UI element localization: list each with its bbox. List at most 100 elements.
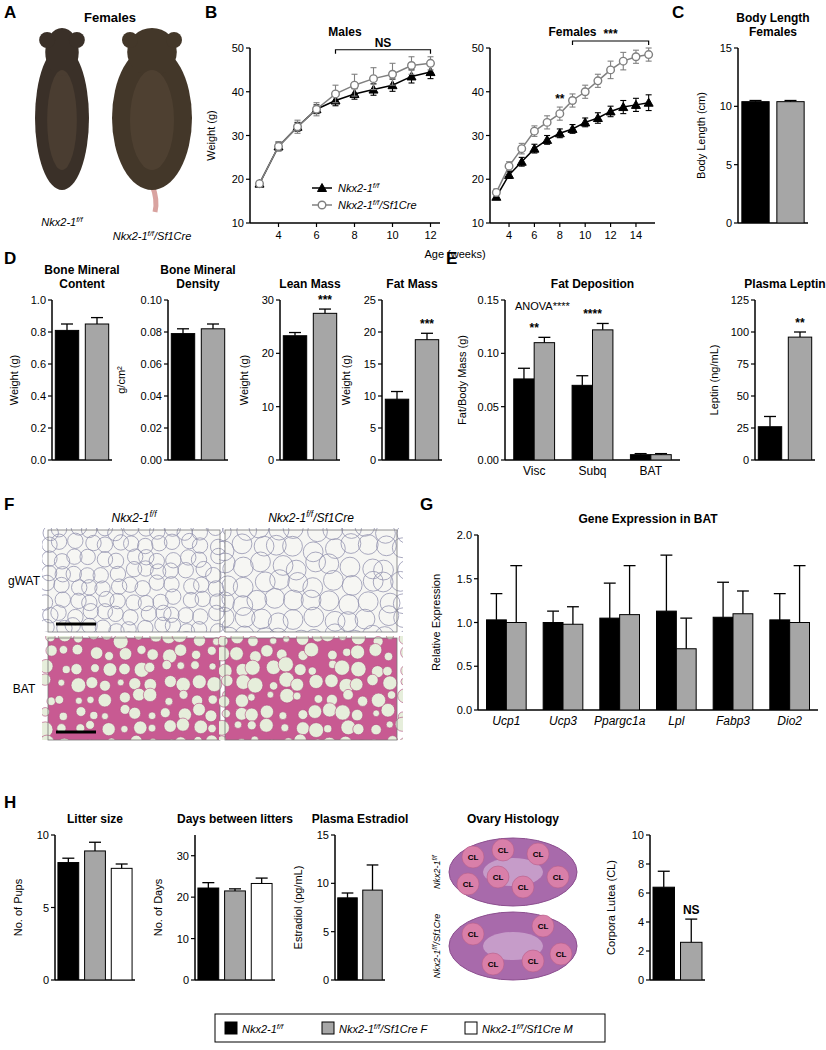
bar bbox=[514, 379, 534, 460]
cl-label: CL bbox=[468, 853, 479, 862]
error-cap bbox=[409, 82, 415, 83]
y-tick bbox=[331, 979, 335, 980]
error-cap bbox=[390, 91, 396, 92]
significance: ** bbox=[529, 321, 539, 335]
x-tick bbox=[610, 223, 611, 227]
y-label: Fat/Body Mass (g) bbox=[456, 335, 468, 425]
y-tick bbox=[751, 395, 755, 396]
error-cap bbox=[409, 74, 415, 75]
image-bg bbox=[48, 638, 220, 740]
cell bbox=[119, 692, 130, 703]
photo-label: Nkx2-1f/f/Sf1Cre bbox=[113, 229, 192, 243]
error-bar bbox=[531, 126, 537, 137]
error-bar bbox=[608, 61, 614, 79]
y-tick-label: 125 bbox=[731, 294, 749, 306]
error-bar bbox=[538, 337, 550, 342]
error-cap bbox=[547, 610, 559, 611]
series-line bbox=[260, 63, 431, 183]
significance: *** bbox=[420, 317, 434, 331]
cell bbox=[395, 717, 403, 731]
cell bbox=[148, 712, 156, 720]
y-tick-label: 0.00 bbox=[141, 454, 162, 466]
cell bbox=[143, 688, 156, 701]
error-bar bbox=[391, 392, 403, 400]
cell bbox=[150, 564, 165, 579]
bars bbox=[385, 333, 438, 460]
error-bar bbox=[737, 591, 749, 614]
y-tick bbox=[378, 427, 382, 428]
error-cap bbox=[620, 100, 626, 101]
y-tick-label: 0 bbox=[370, 454, 376, 466]
y-tick bbox=[474, 534, 478, 535]
cell bbox=[387, 691, 395, 699]
cell bbox=[162, 660, 171, 669]
y-tick bbox=[501, 459, 505, 460]
x-tick-label: Subq bbox=[578, 464, 606, 478]
y-tick bbox=[646, 950, 650, 951]
cell bbox=[341, 534, 361, 554]
histology: Nkx2-1f/fNkx2-1f/f/Sf1CregWATBAT bbox=[8, 509, 418, 754]
bar bbox=[487, 620, 507, 710]
y-tick-label: 0.4 bbox=[31, 390, 46, 402]
error-bar bbox=[635, 454, 647, 455]
error-bar bbox=[660, 555, 672, 611]
point bbox=[408, 62, 416, 70]
error-bar bbox=[794, 332, 806, 337]
y-tick bbox=[378, 363, 382, 364]
y-tick-label: 0.00 bbox=[478, 454, 499, 466]
y-label: Leptin (ng/mL) bbox=[708, 345, 720, 416]
title: Bone Mineral bbox=[160, 263, 235, 277]
x-tick-label: Visc bbox=[523, 464, 545, 478]
y-tick-label: 0.02 bbox=[141, 422, 162, 434]
error-cap bbox=[490, 593, 502, 594]
corpus-luteum bbox=[457, 873, 479, 895]
y-tick bbox=[501, 406, 505, 407]
title: Density bbox=[176, 277, 220, 291]
significance: **** bbox=[583, 307, 602, 321]
cell bbox=[294, 664, 306, 676]
cell bbox=[150, 636, 163, 642]
y-tick-label: 0.8 bbox=[31, 326, 46, 338]
error-bar bbox=[750, 101, 762, 102]
cell bbox=[304, 607, 324, 627]
bar bbox=[676, 649, 696, 710]
text-part: Nkx2-1 bbox=[268, 511, 306, 525]
bars bbox=[758, 332, 811, 460]
cell bbox=[113, 535, 128, 550]
panel-letter: D bbox=[4, 249, 16, 268]
cell bbox=[324, 725, 332, 733]
error-cap bbox=[207, 323, 219, 324]
error-cap bbox=[390, 63, 396, 64]
bars bbox=[338, 865, 383, 980]
line-chart: 4681012141020304050Females***** bbox=[472, 25, 655, 241]
error-bar bbox=[409, 57, 415, 75]
cell bbox=[111, 579, 126, 594]
title: Bone Mineral bbox=[44, 263, 119, 277]
cell bbox=[149, 575, 164, 590]
cell bbox=[324, 570, 344, 590]
bar bbox=[363, 890, 383, 980]
y-tick bbox=[751, 331, 755, 332]
error-bar bbox=[567, 607, 579, 625]
photo-label: Nkx2-1f/f bbox=[41, 215, 83, 229]
cell bbox=[138, 620, 153, 632]
error-cap bbox=[646, 94, 652, 95]
cell bbox=[95, 581, 110, 596]
error-cap bbox=[62, 858, 74, 859]
corpus-luteum bbox=[532, 915, 554, 937]
cell bbox=[247, 721, 256, 730]
error-bar bbox=[229, 889, 241, 891]
error-bar bbox=[314, 105, 320, 114]
bar-chart: 051015Body LengthFemalesBody Length (cm) bbox=[695, 11, 810, 229]
error-bar bbox=[519, 143, 525, 154]
cell bbox=[233, 577, 253, 597]
y-tick bbox=[164, 363, 168, 364]
y-tick-label: 25 bbox=[737, 422, 749, 434]
line-chart: 46810121020304050MalesWeight (g)Age (wee… bbox=[205, 25, 486, 260]
error-cap bbox=[660, 554, 672, 555]
text-part: /Sf1Cre bbox=[312, 511, 354, 525]
cell bbox=[80, 549, 95, 564]
y-tick-label: 20 bbox=[262, 347, 274, 359]
cell bbox=[141, 606, 156, 621]
error-line bbox=[769, 416, 770, 426]
